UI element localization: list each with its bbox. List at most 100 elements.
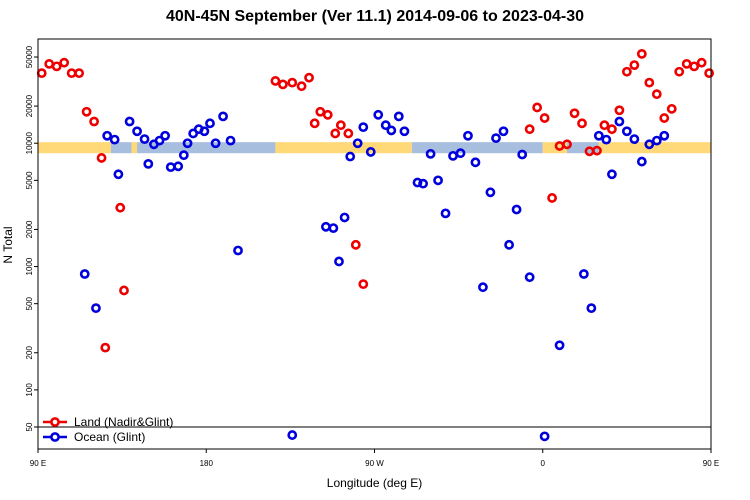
ocean-point: [124, 116, 135, 127]
y-tick-label: 10000: [25, 132, 34, 155]
ocean-point: [412, 177, 423, 188]
ocean-point: [601, 134, 612, 145]
land-point: [689, 61, 700, 72]
ocean-point: [380, 120, 391, 131]
land-point: [577, 118, 587, 129]
land-point: [629, 60, 640, 70]
plot-frame: [37, 38, 712, 450]
ocean-point: [358, 122, 369, 133]
ocean-point: [517, 149, 528, 160]
band-segment-ocean: [567, 142, 599, 154]
land-point: [304, 72, 314, 83]
land-point: [681, 58, 692, 69]
ocean-point: [629, 134, 640, 145]
land-point: [696, 57, 707, 68]
ocean-point: [386, 125, 397, 136]
ocean-point: [165, 162, 176, 173]
land-point: [335, 120, 346, 131]
band-segment-land: [542, 142, 568, 154]
data-points: [36, 49, 715, 442]
ocean-point: [109, 134, 120, 145]
ocean-point: [160, 130, 171, 141]
land-point: [44, 58, 55, 69]
land-point: [547, 193, 557, 203]
x-tick-label: 0: [541, 459, 546, 468]
band-segment-ocean: [137, 142, 276, 154]
band-segment-land: [275, 142, 412, 154]
surface-band: [38, 142, 711, 154]
land-point: [119, 285, 129, 296]
land-point: [59, 57, 70, 68]
land-point: [96, 153, 107, 163]
land-point: [569, 108, 580, 119]
land-point: [66, 68, 77, 79]
ocean-point: [113, 169, 124, 180]
land-point: [621, 66, 632, 77]
land-point: [644, 77, 655, 88]
land-point: [330, 128, 341, 139]
y-tick-label: 50000: [25, 45, 34, 68]
legend-label: Ocean (Glint): [74, 430, 145, 444]
ocean-point: [399, 126, 410, 137]
land-point: [36, 68, 47, 79]
ocean-point: [79, 269, 90, 279]
ocean-point: [210, 138, 221, 149]
y-tick-label: 50: [25, 422, 34, 431]
x-tick-label: 90 E: [30, 459, 46, 468]
land-point: [277, 79, 288, 90]
land-point: [287, 77, 298, 88]
land-point: [115, 202, 126, 213]
ocean-point: [614, 116, 625, 127]
ocean-point: [205, 118, 215, 129]
ocean-point: [651, 135, 662, 146]
legend-label: Land (Nadir&Glint): [74, 415, 173, 429]
ocean-point: [433, 175, 443, 186]
ocean-point: [132, 126, 142, 137]
land-point: [539, 113, 550, 123]
ocean-point: [182, 138, 193, 149]
land-point: [607, 124, 617, 135]
ocean-point: [345, 151, 356, 162]
ocean-point: [593, 130, 604, 141]
land-point: [659, 113, 670, 123]
ocean-point: [91, 303, 101, 314]
land-point: [614, 105, 625, 116]
band-segment-land: [598, 142, 711, 154]
land-point: [322, 109, 333, 120]
ocean-point: [440, 208, 451, 219]
legend: Land (Nadir&Glint)Ocean (Glint): [43, 415, 173, 444]
ocean-point: [455, 148, 466, 159]
x-tick-label: 90 W: [365, 459, 384, 468]
band-segment-ocean: [411, 142, 543, 154]
land-point: [350, 239, 361, 250]
land-point: [81, 106, 92, 117]
ocean-point: [586, 303, 597, 314]
ocean-point: [287, 430, 298, 440]
ocean-point: [511, 204, 522, 215]
ocean-point: [328, 223, 339, 234]
y-tick-label: 200: [25, 346, 34, 360]
land-point: [666, 103, 677, 114]
land-point: [674, 66, 685, 77]
land-point: [599, 120, 610, 131]
land-point: [296, 81, 307, 92]
ocean-point: [178, 150, 189, 161]
ocean-point: [621, 126, 632, 137]
ocean-point: [636, 156, 647, 167]
land-point: [704, 68, 715, 79]
land-point: [343, 128, 354, 139]
ocean-point: [448, 150, 458, 161]
ocean-point: [199, 126, 210, 137]
land-point: [532, 102, 543, 113]
axes: 90 E 180 90 W 0 90 E 50 100 200 500 1000 2000 5000 1…: [25, 45, 719, 468]
ocean-point: [218, 111, 228, 122]
legend-marker: [50, 432, 60, 442]
y-tick-label: 1000: [25, 257, 34, 275]
land-point: [315, 106, 326, 117]
land-point: [651, 89, 662, 100]
ocean-point: [491, 133, 501, 144]
land-point: [524, 124, 535, 135]
ocean-point: [320, 221, 331, 232]
ocean-point: [373, 109, 384, 120]
land-point: [592, 145, 602, 156]
